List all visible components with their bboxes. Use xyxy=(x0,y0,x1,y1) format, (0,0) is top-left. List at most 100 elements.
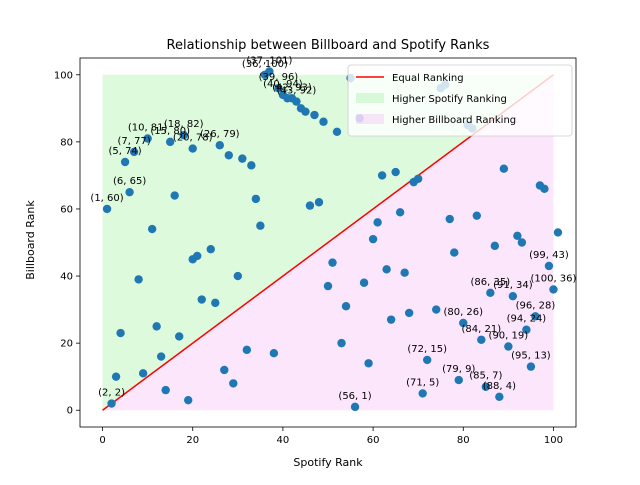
x-tick-label: 80 xyxy=(457,435,470,446)
data-point xyxy=(215,141,224,150)
point-annotation: (88, 4) xyxy=(483,381,516,392)
legend-patch-swatch xyxy=(356,114,384,124)
data-point xyxy=(310,110,319,120)
data-point xyxy=(305,201,315,210)
data-point xyxy=(165,137,175,147)
data-point xyxy=(450,248,459,257)
y-tick-label: 0 xyxy=(67,406,73,417)
x-tick-label: 20 xyxy=(186,435,199,446)
data-point xyxy=(337,338,346,348)
legend-box xyxy=(347,64,573,137)
legend: Equal Ranking Higher Spotify Ranking Highe… xyxy=(347,64,573,137)
axes-frame xyxy=(79,57,577,428)
data-point xyxy=(161,385,170,395)
point-annotation: (26, 79) xyxy=(200,129,240,140)
point-annotation: (10, 81) xyxy=(128,123,168,134)
y-tick-label: 100 xyxy=(54,70,73,81)
data-point xyxy=(404,308,414,318)
point-annotation: (79, 9) xyxy=(442,364,475,375)
point-annotation: (94, 24) xyxy=(507,314,547,325)
point-annotation: (84, 21) xyxy=(462,324,502,335)
data-point xyxy=(481,382,491,391)
x-tick-label: 0 xyxy=(99,435,105,446)
data-point xyxy=(508,291,518,301)
data-point xyxy=(116,328,125,338)
plot-area: (2, 2) (1, 60) (6, 65) (5, 74)(7, 77) (10, 8… xyxy=(54,55,577,446)
data-point xyxy=(242,345,252,355)
data-point xyxy=(152,322,161,331)
y-tick-label: 20 xyxy=(60,339,73,350)
data-point xyxy=(350,402,360,412)
y-axis-label: Billboard Rank xyxy=(24,200,37,280)
point-annotation: (99, 43) xyxy=(529,250,569,261)
data-point xyxy=(265,67,274,76)
legend-label: Higher Billboard Ranking xyxy=(392,115,516,126)
data-point xyxy=(445,214,454,224)
point-annotation: (90, 19) xyxy=(489,330,529,341)
data-point xyxy=(233,271,243,281)
point-annotation: (86, 35) xyxy=(471,277,511,288)
data-point xyxy=(517,238,527,247)
data-point xyxy=(391,167,400,177)
point-annotation: (100, 36) xyxy=(530,273,576,284)
data-point xyxy=(495,392,504,402)
point-annotation: (39, 96) xyxy=(259,72,299,83)
data-point xyxy=(319,117,328,126)
data-point xyxy=(197,295,206,304)
data-point xyxy=(206,245,215,254)
data-point xyxy=(486,288,495,298)
point-annotation: (43, 92) xyxy=(277,86,317,97)
point-annotation: (40, 94) xyxy=(263,79,303,90)
point-annotation: (2, 2) xyxy=(98,388,125,399)
data-point xyxy=(522,325,531,334)
data-point xyxy=(138,369,148,378)
x-tick-label: 100 xyxy=(544,435,563,446)
data-point xyxy=(251,194,261,204)
data-point xyxy=(170,191,179,200)
data-point xyxy=(373,218,382,227)
point-annotation: (5, 74) xyxy=(108,146,141,157)
x-tick-label: 40 xyxy=(277,435,290,446)
data-point xyxy=(269,349,279,358)
point-annotation: (18, 82) xyxy=(164,119,204,130)
point-annotation: (95, 13) xyxy=(511,351,551,362)
data-point xyxy=(102,204,112,214)
data-point xyxy=(274,83,283,93)
y-tick-label: 40 xyxy=(60,272,73,283)
x-axis-label: Spotify Rank xyxy=(293,456,363,469)
data-point xyxy=(156,352,166,361)
data-point xyxy=(292,97,301,106)
data-point xyxy=(413,174,423,183)
data-point xyxy=(147,224,157,234)
data-point xyxy=(224,151,233,160)
point-annotation: (36, 100) xyxy=(242,59,288,70)
y-tick-label: 60 xyxy=(60,204,73,215)
data-point xyxy=(314,198,324,207)
x-tick-label: 60 xyxy=(367,435,380,446)
data-point xyxy=(377,171,387,180)
data-point xyxy=(211,298,220,308)
point-annotation: (15, 80) xyxy=(150,126,190,137)
data-point xyxy=(382,265,391,274)
data-point xyxy=(513,231,522,240)
data-point xyxy=(256,221,265,230)
point-annotation: (6, 65) xyxy=(113,176,146,187)
data-point xyxy=(247,161,256,170)
data-point xyxy=(175,332,184,341)
data-point xyxy=(188,144,197,153)
point-annotation: (42, 93) xyxy=(272,82,312,93)
data-point xyxy=(531,312,540,321)
point-annotation: (37, 101) xyxy=(246,55,292,66)
point-annotation: (56, 1) xyxy=(338,391,371,402)
data-point xyxy=(193,251,202,261)
point-annotation: (1, 60) xyxy=(90,193,123,204)
data-point xyxy=(341,302,351,311)
data-point xyxy=(328,258,337,267)
legend-label: Equal Ranking xyxy=(392,73,464,84)
data-point xyxy=(418,389,427,398)
data-point xyxy=(432,305,441,314)
data-point xyxy=(553,228,563,237)
legend-patch-swatch xyxy=(356,93,384,103)
data-point xyxy=(359,278,369,287)
